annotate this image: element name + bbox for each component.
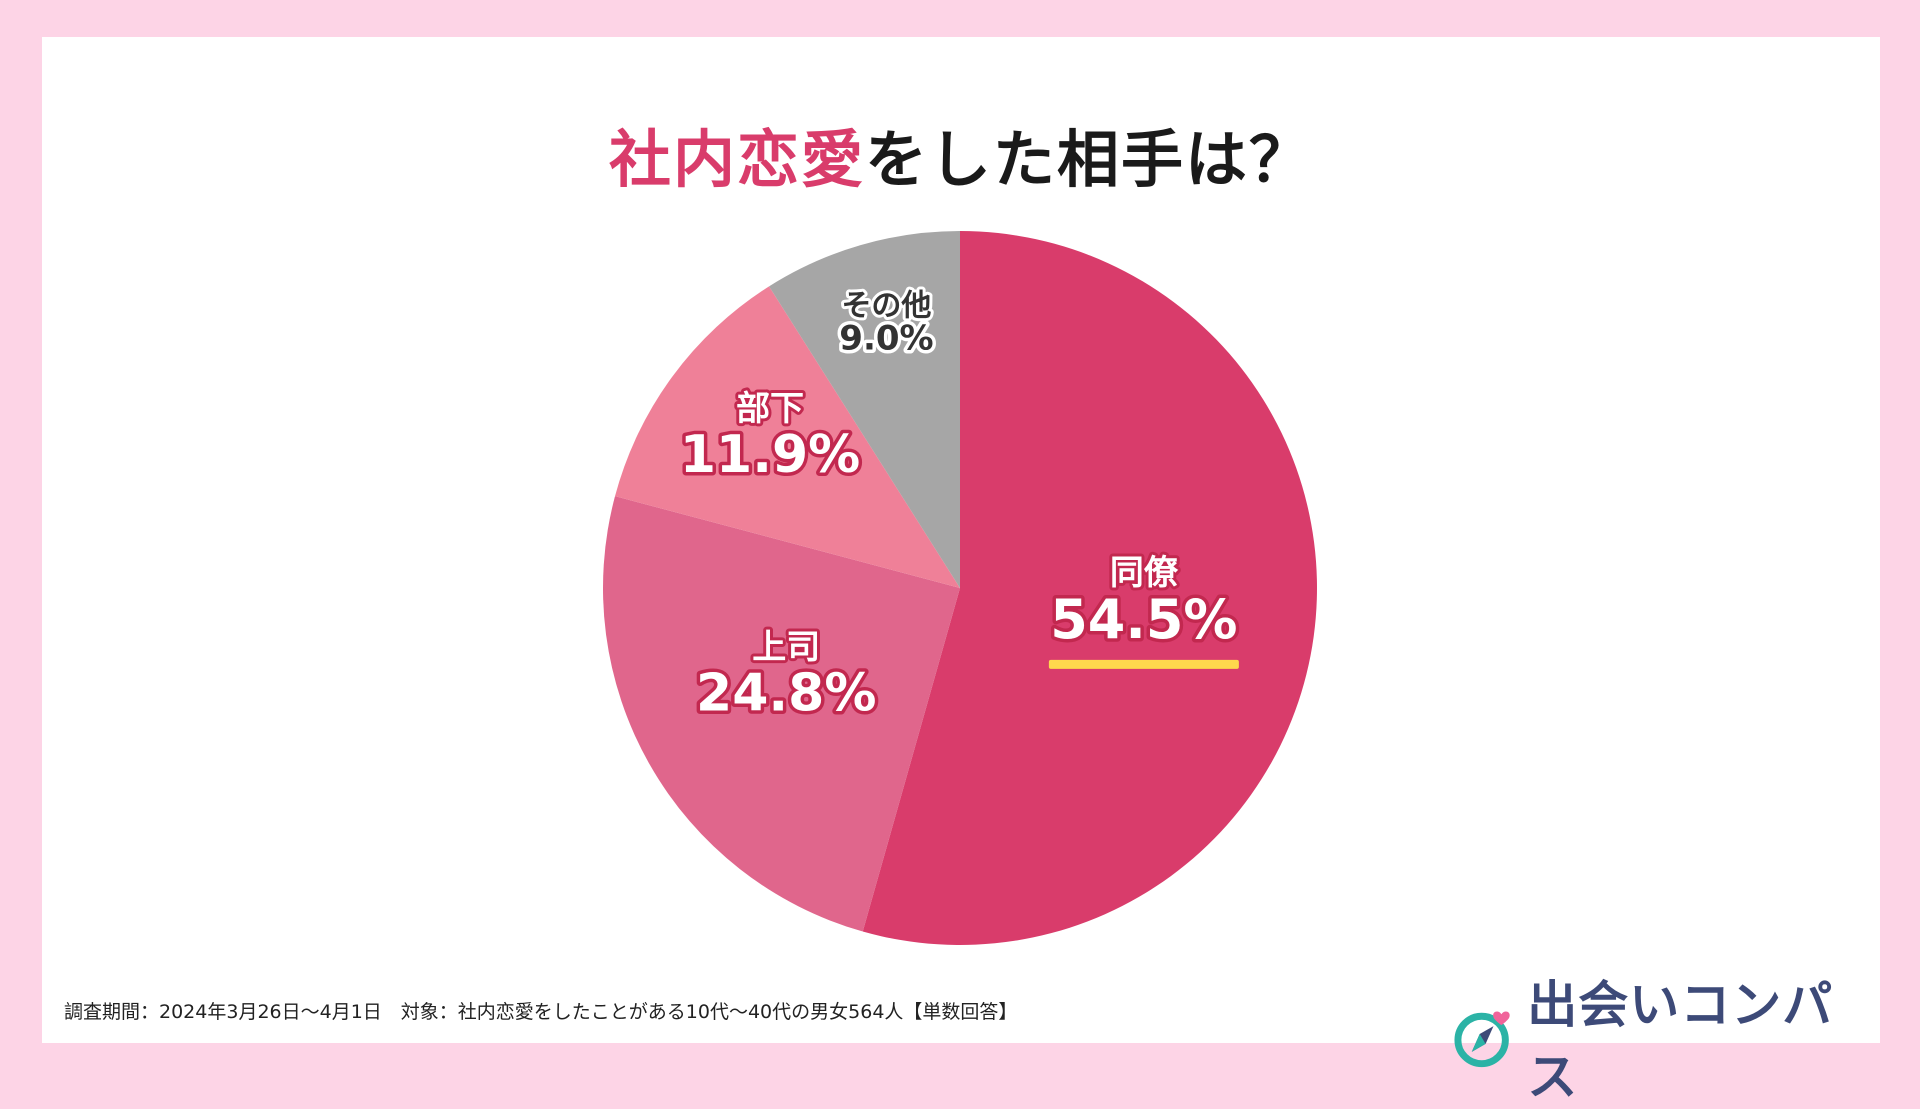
title-rest: をした相手は？	[865, 123, 1314, 196]
pie-slice-3	[769, 231, 960, 588]
pie-slice-0	[862, 231, 1317, 945]
slice-label-1: 上司	[752, 627, 820, 667]
highlight-underline	[1048, 659, 1239, 669]
slice-label-3: その他	[841, 289, 931, 324]
chart-card: 社内恋愛をした相手は？ 同僚 54.5% 上司 24.8% 部下 11.9% その他 9.0%…	[42, 37, 1880, 1106]
logo-text: 出会いコンパス	[1527, 976, 1834, 1106]
slice-label-0: 同僚	[1110, 553, 1179, 593]
title-highlight: 社内恋愛	[608, 123, 865, 196]
slice-value-1: 24.8%	[696, 663, 876, 723]
slice-value-2: 11.9%	[680, 425, 860, 485]
survey-footnote: 調査期間：2024年3月26日〜4月1日 対象：社内恋愛をしたことがある10代〜…	[64, 1001, 1018, 1023]
slice-value-3: 9.0%	[839, 319, 933, 359]
slice-label-2: 部下	[736, 389, 804, 429]
compass-heart-icon	[1454, 1011, 1510, 1068]
chart-title: 社内恋愛をした相手は？	[42, 109, 1880, 199]
slice-value-0: 54.5%	[1050, 588, 1237, 651]
pie-slice-2	[615, 286, 960, 588]
pie-slice-1	[603, 496, 960, 932]
brand-logo: 出会いコンパス	[1452, 965, 1880, 1109]
